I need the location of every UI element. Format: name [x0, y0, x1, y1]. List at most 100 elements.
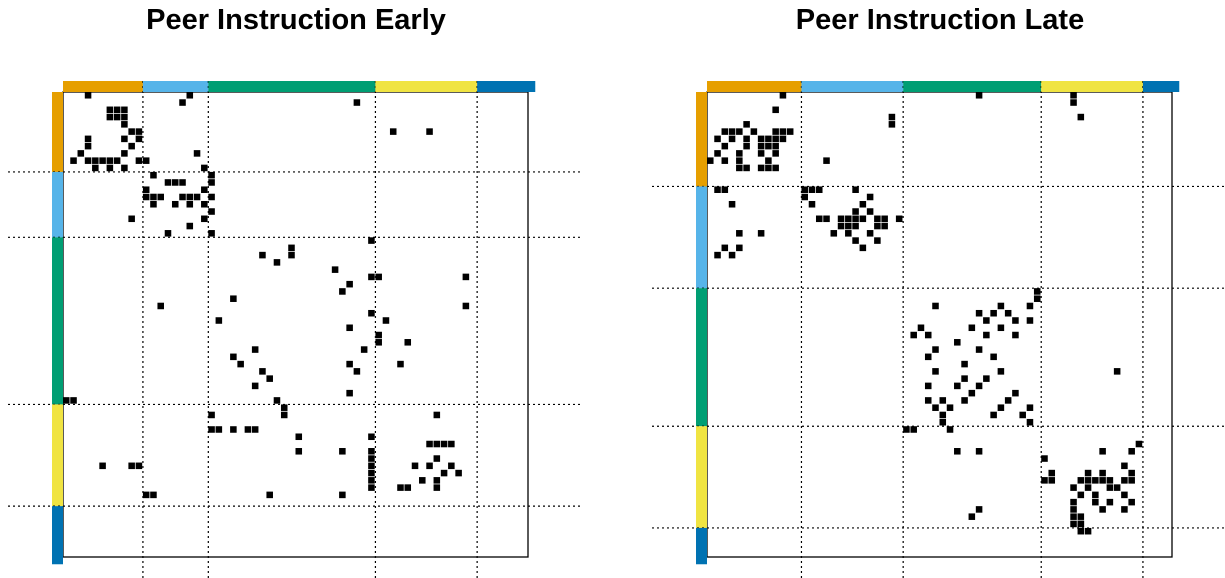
matrix-cell: [346, 389, 353, 397]
matrix-cell: [1106, 484, 1114, 491]
matrix-cell: [113, 106, 121, 114]
matrix-cell: [1121, 477, 1128, 484]
matrix-cell: [1128, 469, 1135, 477]
matrix-cell: [433, 455, 441, 462]
matrix-cell: [1026, 317, 1034, 324]
matrix-cell: [237, 360, 244, 368]
matrix-cell: [433, 477, 441, 484]
matrix-cell: [128, 128, 135, 135]
matrix-cell: [1012, 389, 1019, 397]
matrix-cell: [1041, 455, 1048, 462]
matrix-cell: [736, 157, 743, 164]
matrix-cell: [179, 193, 186, 201]
matrix-cell: [433, 411, 441, 419]
matrix-cell: [1004, 309, 1012, 317]
matrix-cell: [750, 128, 758, 135]
matrix-cell: [743, 164, 750, 172]
matrix-cell: [288, 244, 295, 252]
group-bar-top-early-2: [208, 81, 376, 92]
matrix-cell: [1026, 302, 1034, 310]
matrix-cell: [339, 448, 346, 455]
matrix-cell: [866, 230, 874, 237]
matrix-cell: [736, 244, 743, 252]
matrix-cell: [331, 266, 339, 273]
group-bar-top-early-1: [142, 81, 209, 92]
matrix-cell: [419, 477, 426, 484]
matrix-cell: [757, 135, 765, 143]
matrix-cell: [830, 230, 838, 237]
matrix-cell: [1004, 397, 1012, 404]
plot-frame-early: [62, 91, 529, 558]
matrix-cell: [63, 397, 70, 404]
matrix-cell: [135, 462, 143, 470]
matrix-cell: [106, 164, 114, 172]
matrix-cell: [1113, 368, 1121, 375]
matrix-cell: [382, 317, 390, 324]
matrix-cell: [924, 331, 932, 339]
matrix-cell: [1019, 411, 1026, 419]
matrix-cell: [106, 106, 114, 114]
matrix-cell: [924, 353, 932, 361]
matrix-cell: [837, 215, 845, 223]
matrix-cell: [142, 186, 150, 193]
matrix-cell: [368, 448, 375, 455]
matrix-cell: [251, 382, 259, 390]
matrix-cell: [1070, 506, 1077, 513]
matrix-cell: [743, 142, 750, 150]
matrix-cell: [208, 208, 215, 215]
matrix-cell: [142, 157, 150, 164]
matrix-cell: [273, 259, 281, 266]
plot-frame-late: [706, 91, 1173, 558]
matrix-cell: [346, 280, 353, 288]
matrix-cell: [1121, 491, 1128, 499]
matrix-cell: [1113, 484, 1121, 491]
matrix-cell: [961, 375, 968, 382]
matrix-cell: [368, 433, 375, 441]
matrix-cell: [714, 150, 721, 157]
matrix-cell: [368, 237, 375, 244]
matrix-cell: [1084, 477, 1092, 484]
matrix-cell: [353, 99, 361, 106]
matrix-cell: [92, 164, 99, 172]
matrix-cell: [121, 135, 128, 143]
matrix-cell: [208, 426, 215, 433]
matrix-cell: [1048, 477, 1056, 484]
matrix-cell: [186, 200, 194, 208]
matrix-cell: [881, 222, 888, 230]
matrix-cell: [164, 179, 172, 186]
matrix-cell: [845, 215, 852, 223]
matrix-cell: [171, 200, 179, 208]
matrix-cell: [84, 157, 92, 164]
matrix-cell: [917, 324, 925, 332]
matrix-cell: [1077, 491, 1085, 499]
matrix-cell: [230, 426, 237, 433]
matrix-cell: [997, 302, 1005, 310]
matrix-cell: [975, 382, 983, 390]
matrix-cell: [389, 128, 397, 135]
matrix-cell: [997, 324, 1005, 332]
matrix-cell: [765, 135, 772, 143]
matrix-cell: [121, 164, 128, 172]
matrix-cell: [852, 215, 859, 223]
matrix-cell: [230, 353, 237, 361]
matrix-cell: [968, 389, 976, 397]
matrix-cell: [997, 404, 1005, 411]
group-bar-top-early-3: [375, 81, 478, 92]
matrix-cell: [280, 411, 288, 419]
matrix-cell: [786, 128, 794, 135]
matrix-cell: [714, 251, 721, 259]
matrix-cell: [1026, 404, 1034, 411]
matrix-cell: [721, 157, 729, 164]
matrix-cell: [721, 142, 729, 150]
matrix-cell: [874, 237, 881, 244]
matrix-cell: [845, 230, 852, 237]
matrix-cell: [990, 411, 997, 419]
matrix-cell: [1070, 520, 1077, 528]
matrix-cell: [1070, 92, 1077, 99]
matrix-cell: [1135, 440, 1143, 448]
matrix-cell: [743, 135, 750, 143]
matrix-cell: [375, 273, 382, 281]
matrix-cell: [157, 193, 164, 201]
matrix-cell: [924, 397, 932, 404]
